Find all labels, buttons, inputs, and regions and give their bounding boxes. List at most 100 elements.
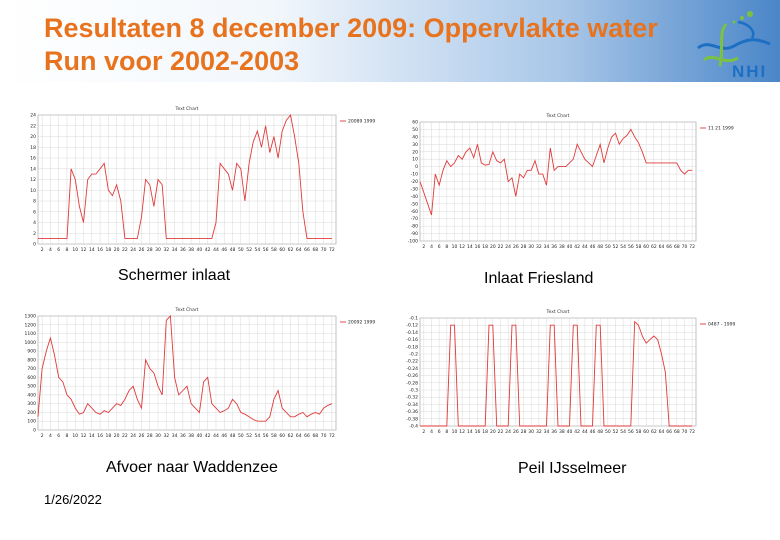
y-tick-label: 8: [33, 199, 36, 205]
y-tick-label: -60: [411, 209, 418, 215]
y-tick-label: 700: [27, 366, 36, 372]
x-tick-label: 54: [254, 433, 260, 439]
x-tick-label: 44: [213, 433, 219, 439]
x-tick-label: 18: [105, 247, 111, 253]
y-tick-label: 14: [30, 166, 36, 172]
x-tick-label: 72: [689, 244, 695, 250]
y-tick-label: 6: [33, 209, 36, 215]
x-tick-label: 68: [312, 247, 318, 253]
x-tick-label: 16: [475, 244, 481, 250]
x-tick-label: 36: [551, 244, 557, 250]
y-tick-label: 30: [412, 142, 418, 148]
y-tick-label: 0: [33, 428, 36, 434]
x-tick-label: 72: [689, 429, 695, 435]
x-tick-label: 4: [430, 244, 433, 250]
y-tick-label: -0.4: [409, 424, 418, 430]
y-tick-label: 200: [27, 410, 36, 416]
x-tick-label: 8: [445, 244, 448, 250]
x-tick-label: 30: [155, 247, 161, 253]
x-tick-label: 4: [49, 433, 52, 439]
x-tick-label: 62: [651, 429, 657, 435]
x-tick-label: 48: [230, 433, 236, 439]
y-tick-label: -10: [411, 172, 418, 178]
x-tick-label: 6: [438, 429, 441, 435]
y-tick-label: 900: [27, 349, 36, 355]
y-tick-label: 500: [27, 384, 36, 390]
x-tick-label: 58: [636, 429, 642, 435]
y-tick-label: 400: [27, 392, 36, 398]
x-tick-label: 50: [238, 247, 244, 253]
x-tick-label: 14: [467, 244, 473, 250]
legend-label: 0487 - 1999: [708, 322, 736, 328]
y-tick-label: 300: [27, 401, 36, 407]
x-tick-label: 10: [72, 433, 78, 439]
x-tick-label: 50: [238, 433, 244, 439]
x-tick-label: 48: [597, 429, 603, 435]
x-tick-label: 66: [666, 244, 672, 250]
x-tick-label: 60: [643, 244, 649, 250]
x-tick-label: 24: [130, 247, 136, 253]
x-tick-label: 26: [513, 429, 519, 435]
x-tick-label: 40: [197, 247, 203, 253]
y-tick-label: -20: [411, 179, 418, 185]
y-tick-label: -0.3: [409, 388, 418, 394]
y-tick-label: -50: [411, 201, 418, 207]
y-tick-label: -0.16: [406, 337, 418, 343]
x-tick-label: 40: [197, 433, 203, 439]
x-tick-label: 56: [263, 247, 269, 253]
x-tick-label: 54: [254, 247, 260, 253]
y-tick-label: -30: [411, 186, 418, 192]
chart-title: Text Chart: [175, 106, 199, 112]
x-tick-label: 68: [312, 433, 318, 439]
chart-waddenzee-svg: Text Chart 0 100 200 300 400 500 600 700 800 900 10…: [25, 307, 376, 439]
x-tick-label: 52: [246, 433, 252, 439]
x-tick-label: 12: [459, 429, 465, 435]
y-tick-label: 40: [412, 134, 418, 140]
x-tick-label: 62: [288, 433, 294, 439]
x-tick-label: 48: [597, 244, 603, 250]
x-tick-label: 48: [230, 247, 236, 253]
x-tick-label: 38: [188, 247, 194, 253]
x-tick-label: 46: [221, 247, 227, 253]
x-tick-label: 18: [482, 244, 488, 250]
y-tick-label: -0.1: [409, 316, 418, 322]
chart-title: Text Chart: [546, 309, 570, 315]
nhi-wave-logo-icon: [697, 11, 771, 67]
x-tick-label: 34: [544, 429, 550, 435]
x-tick-label: 40: [567, 429, 573, 435]
x-tick-label: 42: [574, 429, 580, 435]
x-tick-label: 18: [105, 433, 111, 439]
x-tick-label: 20: [114, 433, 120, 439]
legend-label: 20092 1999: [348, 320, 375, 326]
x-tick-label: 12: [81, 433, 87, 439]
x-tick-label: 40: [567, 244, 573, 250]
x-tick-label: 38: [559, 429, 565, 435]
x-tick-label: 70: [321, 247, 327, 253]
chart-friesland: Text Chart -100 -90 -80 -70 -60 -50 -40 -30 -20 -1…: [400, 112, 740, 257]
x-tick-label: 72: [329, 247, 335, 253]
y-tick-label: 20: [30, 134, 36, 140]
y-tick-label: 50: [412, 127, 418, 133]
x-tick-label: 12: [459, 244, 465, 250]
x-tick-label: 32: [536, 244, 542, 250]
x-tick-label: 66: [304, 247, 310, 253]
y-tick-label: -0.34: [406, 402, 418, 408]
x-tick-label: 52: [613, 429, 619, 435]
y-tick-label: 0: [415, 164, 418, 170]
x-tick-label: 44: [213, 247, 219, 253]
y-tick-label: -70: [411, 216, 418, 222]
x-tick-label: 28: [521, 429, 527, 435]
x-tick-label: 18: [482, 429, 488, 435]
x-tick-label: 60: [279, 433, 285, 439]
legend-label: 20089 1999: [348, 119, 375, 125]
y-tick-label: 100: [27, 419, 36, 425]
x-tick-label: 2: [422, 429, 425, 435]
x-tick-label: 22: [122, 247, 128, 253]
x-tick-label: 22: [498, 429, 504, 435]
x-tick-label: 34: [544, 244, 550, 250]
chart-title: Text Chart: [546, 113, 570, 119]
x-tick-label: 60: [279, 247, 285, 253]
x-tick-label: 28: [147, 433, 153, 439]
y-tick-label: 1100: [25, 331, 37, 337]
